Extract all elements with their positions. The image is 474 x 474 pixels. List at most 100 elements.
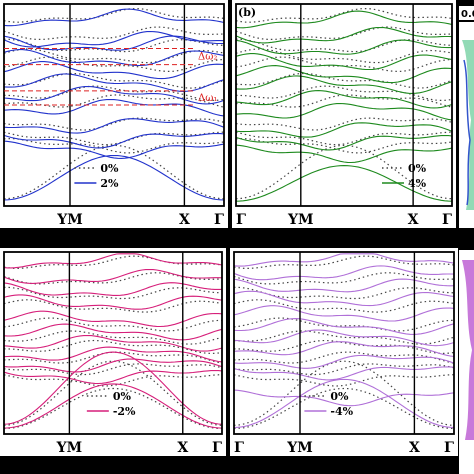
band-strained-2 [3, 132, 225, 149]
band-0pct-6 [233, 330, 455, 345]
band-0pct-3 [235, 117, 453, 131]
band-strained-3 [3, 118, 225, 134]
band-strained-11 [3, 253, 223, 269]
band-0pct-10 [233, 272, 454, 285]
band-0pct-2 [235, 131, 453, 146]
band-0pct-5 [3, 85, 225, 102]
band-0pct-11 [235, 7, 453, 23]
band-0pct-4 [3, 351, 223, 364]
band-0pct-5 [234, 339, 455, 355]
band-strained-1 [3, 140, 225, 159]
band-0pct-0 [233, 387, 455, 430]
band-strained-9 [3, 282, 222, 296]
panel-2: (b)0%4%Γ YM X Γ [232, 0, 456, 228]
band-strained-2 [233, 366, 455, 381]
band-strained-5 [233, 329, 455, 347]
band-strained-4 [235, 102, 453, 121]
legend-label-0: 0% [330, 390, 349, 403]
band-strained-11 [3, 8, 225, 27]
tick-label-2: X [408, 212, 419, 228]
band-0pct-2 [3, 374, 223, 387]
band-strained-6 [233, 318, 455, 335]
band-strained-5 [235, 90, 453, 109]
band-strained-8 [233, 290, 455, 307]
legend-label-0: 0% [408, 162, 427, 175]
tick-label-2: X [409, 440, 420, 456]
band-strained-6 [3, 323, 223, 341]
tick-label-3: Γ [442, 212, 452, 228]
legend-label-0: 0% [100, 162, 119, 175]
side-tick-label: 0.0 [461, 9, 474, 20]
band-strained-1 [233, 389, 455, 407]
band-strained-8 [3, 49, 225, 67]
band-0pct-8 [3, 299, 223, 313]
band-0pct-5 [235, 85, 453, 102]
band-strained-0 [3, 154, 225, 201]
legend-label-1: -4% [330, 405, 353, 418]
tick-label-3: Γ [444, 440, 454, 456]
band-strained-3 [3, 358, 223, 373]
band-strained-6 [235, 75, 453, 94]
band-strained-2 [235, 134, 453, 151]
band-strained-0 [235, 165, 453, 202]
axes-frame [3, 251, 223, 435]
band-0pct-7 [3, 317, 223, 332]
band-strained-9 [233, 278, 455, 293]
tick-label-1: YM [56, 440, 83, 456]
band-strained-3 [235, 122, 453, 138]
band-strained-7 [3, 310, 223, 328]
band-strained-7 [3, 61, 225, 80]
tick-label-1: YM [287, 212, 314, 228]
legend-label-1: 4% [408, 177, 427, 190]
tick-label-2: X [179, 212, 190, 228]
band-0pct-0 [3, 387, 223, 430]
band-0pct-4 [233, 351, 455, 364]
panel-3: 0%-2%YM X Γ [0, 248, 226, 456]
band-0pct-9 [234, 286, 455, 300]
band-strained-0 [233, 378, 455, 428]
panel-background [232, 0, 456, 228]
band-strained-4 [3, 346, 223, 363]
dos-strip-top: 0.0 [459, 6, 474, 228]
band-0pct-6 [3, 330, 223, 345]
band-strained-5 [3, 85, 225, 105]
legend-label-1: 2% [100, 177, 119, 190]
band-strained-7 [233, 305, 455, 322]
band-0pct-0 [235, 144, 453, 200]
band-strained-8 [235, 53, 453, 71]
band-0pct-3 [3, 363, 223, 376]
band-0pct-5 [4, 339, 223, 355]
band-0pct-1 [233, 360, 455, 426]
tick-label-1: YM [56, 212, 83, 228]
tick-label-0: Γ [234, 440, 244, 456]
band-strained-5 [3, 334, 223, 352]
tick-label-3: Γ [212, 440, 222, 456]
band-0pct-11 [3, 255, 223, 269]
band-0pct-6 [3, 72, 225, 89]
tick-label-0: Γ [236, 212, 246, 228]
band-strained-7 [235, 65, 453, 84]
gap-annotation-2: Δω₁ [198, 93, 217, 104]
legend: 0%-2% [86, 390, 136, 418]
band-strained-2 [3, 369, 223, 385]
band-0pct-10 [3, 272, 222, 285]
legend-label-0: 0% [113, 390, 132, 403]
band-strained-3 [233, 354, 455, 369]
band-0pct-2 [3, 131, 225, 146]
band-0pct-9 [236, 38, 453, 53]
band-strained-11 [235, 10, 453, 29]
tick-label-1: YM [286, 440, 313, 456]
band-strained-10 [3, 268, 223, 284]
band-0pct-2 [233, 374, 455, 387]
band-0pct-8 [235, 48, 453, 64]
legend: 0%4% [382, 162, 427, 190]
band-0pct-3 [233, 363, 455, 376]
panel-label: (b) [238, 6, 256, 19]
band-0pct-11 [233, 255, 455, 269]
axes-frame [233, 251, 455, 435]
band-0pct-8 [3, 48, 225, 64]
band-strained-1 [235, 144, 453, 164]
band-0pct-6 [235, 72, 453, 89]
